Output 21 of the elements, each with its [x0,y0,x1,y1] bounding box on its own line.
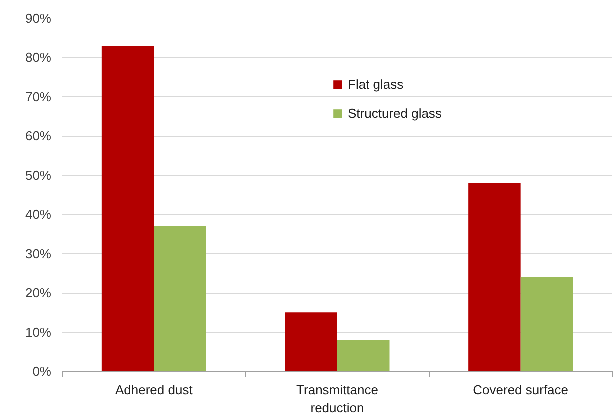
legend-label: Structured glass [348,106,442,121]
x-tick-label: Adhered dust [116,382,194,398]
bar [520,277,574,372]
bar [285,312,338,372]
y-tick-label: 0% [32,364,52,379]
x-tick-label: Covered surface [473,382,569,398]
y-tick-label: 10% [25,324,52,340]
bar [154,226,206,372]
y-tick-label: 90% [25,11,52,26]
y-tick-label: 40% [25,207,52,222]
y-tick-label: 50% [25,168,52,183]
y-tick-label: 60% [25,128,52,144]
bar [338,340,390,372]
y-tick-label: 20% [25,286,52,301]
bar [102,46,154,372]
bar [468,183,521,372]
legend-label: Flat glass [348,77,404,92]
x-tick-label: Transmittance reduction [296,382,378,416]
y-tick-label: 70% [25,89,52,104]
y-tick-label: 80% [25,50,52,66]
y-tick-label: 30% [25,246,52,262]
